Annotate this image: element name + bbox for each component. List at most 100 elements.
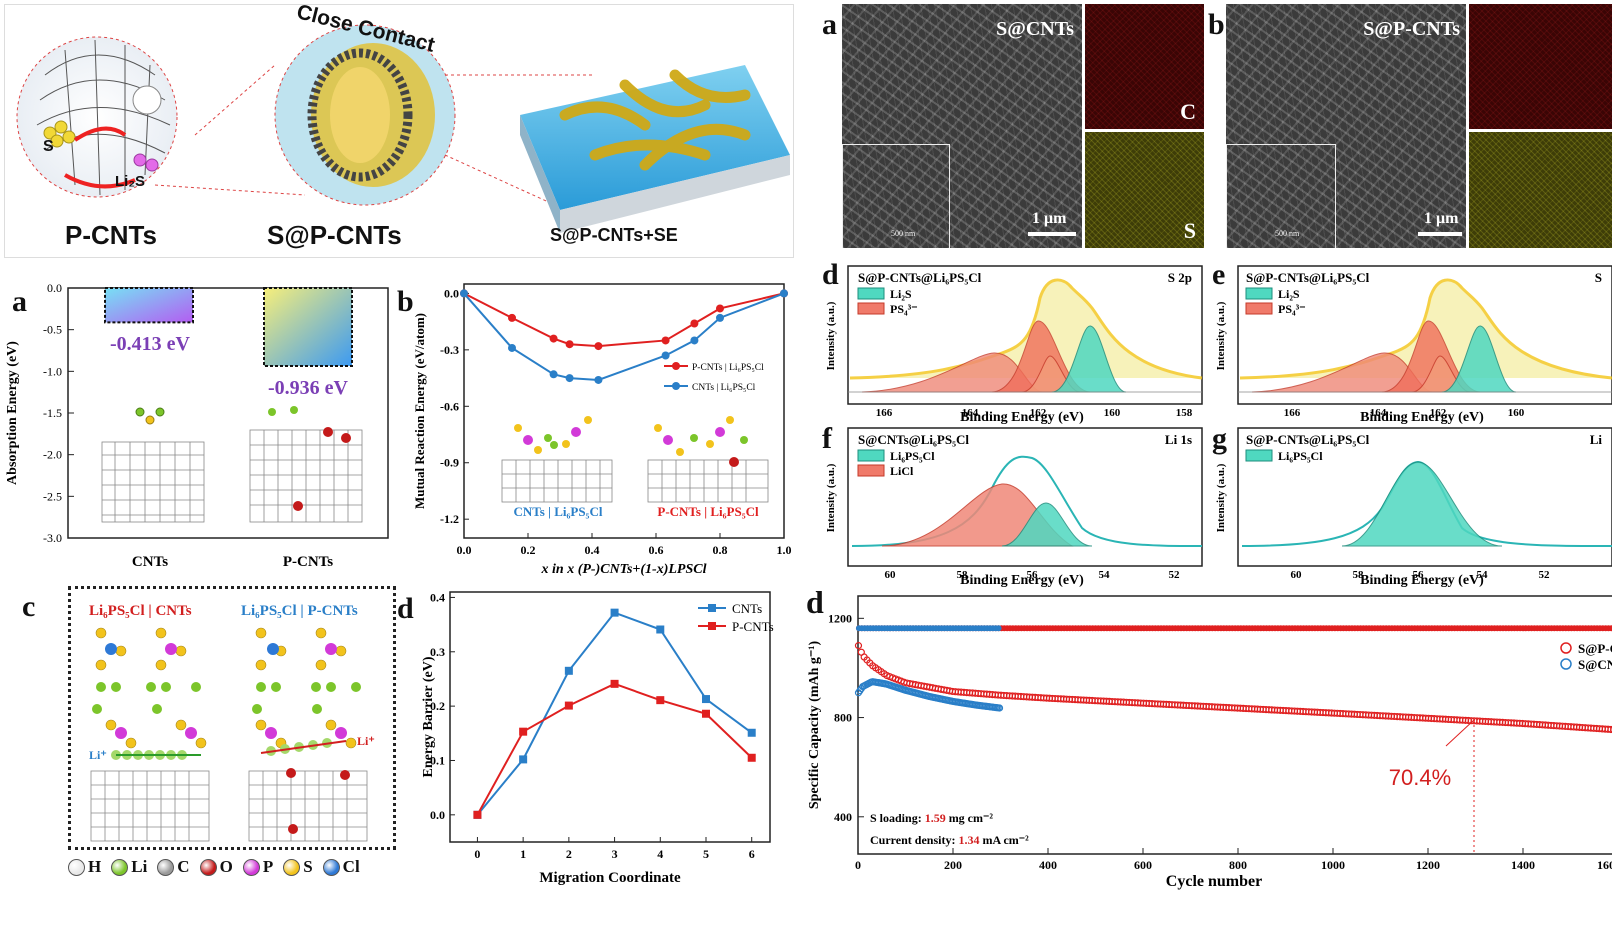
data-point xyxy=(716,313,724,322)
data-point xyxy=(594,342,603,351)
p-cnt-slab-structure xyxy=(249,429,363,523)
adsorption-chart: 0.0 -0.5 -1.0 -1.5 -2.0 -2.5 -3.0 Absorption E… xyxy=(5,281,389,570)
x-tick-label: 1200 xyxy=(1416,858,1440,872)
data-point xyxy=(747,728,756,737)
current-label: Current density: xyxy=(870,833,955,847)
capacity-point xyxy=(1610,726,1612,733)
x-tick-label: 0.2 xyxy=(521,543,536,557)
data-point xyxy=(702,709,710,718)
structure-label-p-cnts: P-CNTs | Li₆PS₅Cl xyxy=(657,504,759,519)
panel-xps-d-letter: d xyxy=(822,258,839,291)
svg-text:Current density: 1.34 mA cm⁻²: Current density: 1.34 mA cm⁻² xyxy=(870,833,1029,847)
schematic-graphic xyxy=(16,24,790,233)
scale-bar xyxy=(1418,232,1462,236)
atom-symbol: Cl xyxy=(342,857,360,876)
y-tick-label: -2.0 xyxy=(43,448,62,462)
x-tick-label: 52 xyxy=(1169,569,1181,581)
atom-symbol: P xyxy=(262,857,274,876)
atom-swatch-icon xyxy=(242,858,260,876)
x-tick-label: 52 xyxy=(1539,569,1551,581)
data-point xyxy=(594,375,603,384)
x-tick-label: 158 xyxy=(1176,407,1193,419)
right-structure-title: Li₆PS₅Cl | P-CNTs xyxy=(241,603,358,619)
cycling-chart: 400 800 1200 0 200 400 600 800 1000 1200 1400 160 S… xyxy=(807,595,1612,890)
xps-title: S@CNTs@Li₆PS₅Cl xyxy=(858,432,969,447)
test-conditions: S loading: 1.59 mg cm⁻² Current density:… xyxy=(870,811,1029,847)
x-tick-label: 4 xyxy=(657,847,663,861)
y-tick-label: -3.0 xyxy=(43,531,62,545)
sem-panel-b-letter: b xyxy=(1208,8,1225,41)
bar-cnts xyxy=(104,287,194,324)
atom-legend-item: C xyxy=(157,857,190,877)
atom-symbol: S xyxy=(303,857,313,876)
xps-edge-label: S 2p xyxy=(1168,270,1192,285)
data-point xyxy=(661,351,670,360)
current-unit: mA cm⁻² xyxy=(982,833,1029,847)
x-tick-label: 1400 xyxy=(1511,858,1535,872)
xps-d-plot: S@P-CNTs@Li₆PS₅Cl S 2p Li₂S PS₄³⁻ Intens… xyxy=(825,265,1203,425)
x-tick-label: 60 xyxy=(885,569,897,581)
panel-xps-g-letter: g xyxy=(1212,422,1227,455)
x-tick-label: P-CNTs xyxy=(283,554,333,570)
current-value: 1.34 xyxy=(958,833,979,847)
atom-legend-item: Cl xyxy=(322,857,360,877)
x-tick-label: 0.8 xyxy=(713,543,728,557)
efficiency-point xyxy=(1608,625,1612,632)
li-ion-label-left: Li⁺ xyxy=(89,748,107,762)
y-axis-label: Energy Barrier (eV) xyxy=(421,656,436,777)
data-point xyxy=(519,727,528,736)
y-tick-label: 0.0 xyxy=(430,808,445,822)
sem-image-s-p-cnts: S@P-CNTs 500 nm 1 μm xyxy=(1226,4,1466,248)
x-tick-label: 0 xyxy=(474,847,480,861)
atom-swatch-icon xyxy=(157,858,175,876)
y-axis-label: Specific Capacity (mAh g⁻¹) xyxy=(807,641,822,810)
legend-label: LiCl xyxy=(890,464,914,478)
atom-symbol: C xyxy=(177,857,190,876)
panel-xps-e-letter: e xyxy=(1212,258,1226,291)
atom-swatch-icon xyxy=(283,858,301,876)
panel-cycling-letter: d xyxy=(806,584,824,620)
legend-label: CNTs xyxy=(732,601,762,616)
retention-annotation: 70.4% xyxy=(1389,765,1451,790)
y-tick-label: 0.4 xyxy=(430,590,445,604)
xps-edge-label: Li xyxy=(1590,432,1603,447)
x-tick-label: 0.6 xyxy=(649,543,664,557)
data-point xyxy=(702,695,710,704)
x-tick-label: 164 xyxy=(1370,407,1387,419)
x-tick-label: CNTs xyxy=(132,554,168,570)
efficiency-point xyxy=(995,625,1002,632)
data-point xyxy=(564,666,573,675)
y-tick-label: 0.3 xyxy=(430,645,445,659)
interface-structure-p-cnts xyxy=(647,459,769,503)
sem-image-s-cnts: S@CNTs 500 nm 1 μm xyxy=(842,4,1082,248)
data-point xyxy=(508,343,516,352)
atom-legend-item: Li xyxy=(111,857,147,877)
x-tick-label: 0.4 xyxy=(585,543,600,557)
x-tick-label: 1.0 xyxy=(777,543,792,557)
legend-label: PS₄³⁻ xyxy=(890,302,918,316)
y-axis-label: Intensity (a.u.) xyxy=(825,463,837,532)
sem-inset-s-cnts: 500 nm xyxy=(842,144,950,248)
x-axis-label: Migration Coordinate xyxy=(539,870,681,886)
atom-legend: H Li C O P S Cl xyxy=(68,852,398,882)
x-tick-label: 3 xyxy=(612,847,618,861)
x-tick-label: 0.0 xyxy=(457,543,472,557)
x-tick-label: 5 xyxy=(703,847,709,861)
x-tick-label: 160 xyxy=(1104,407,1121,419)
atom-legend-item: O xyxy=(199,857,233,877)
x-axis-label: Binding Energy (eV) xyxy=(960,573,1084,588)
x-tick-label: 0 xyxy=(855,858,861,872)
atom-legend-item: S xyxy=(283,857,313,877)
legend-label: CNTs | Li₆PS₅Cl xyxy=(692,383,756,393)
sem-title-s-p-cnts: S@P-CNTs xyxy=(1363,18,1460,40)
mutual-reaction-chart: 0.0 -0.3 -0.6 -0.9 -1.2 0.0 0.2 0.4 0.6 0.8 1.0 Mu… xyxy=(412,283,792,577)
legend-label: Li₆PS₅Cl xyxy=(1278,449,1323,463)
y-tick-label: 0.0 xyxy=(444,286,459,300)
y-tick-label: 0.1 xyxy=(430,753,445,767)
x-axis-label: Binding Energy (eV) xyxy=(1360,573,1484,588)
x-tick-label: 160 xyxy=(1508,407,1525,419)
legend: CNTs P-CNTs xyxy=(698,601,774,634)
scale-bar-label: 1 μm xyxy=(1032,210,1067,227)
y-tick-label: 800 xyxy=(834,711,852,725)
y-tick-label: 0.0 xyxy=(47,281,62,295)
